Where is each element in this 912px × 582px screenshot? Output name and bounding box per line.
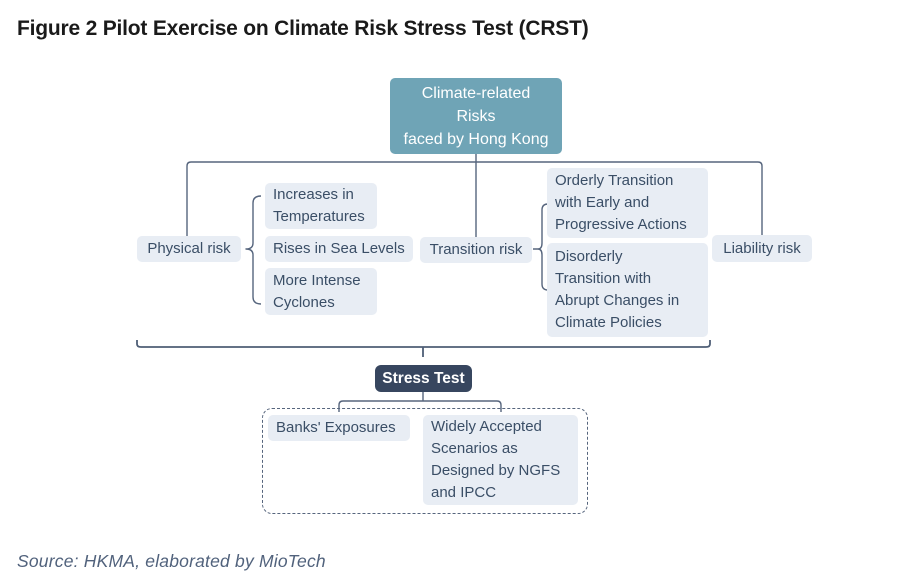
stress-test-scope-box [262,408,588,514]
node-banks-exposures: Banks' Exposures [268,415,410,441]
node-increases-temperatures: Increases in Temperatures [265,183,377,229]
connector-physical-brace [245,195,262,305]
node-stress-test: Stress Test [375,365,472,392]
node-more-intense-cyclones: More Intense Cyclones [265,268,377,315]
connector-bottom-bracket [136,340,711,357]
node-transition-risk: Transition risk [420,237,532,263]
node-physical-risk: Physical risk [137,236,241,262]
node-disorderly-transition: Disorderly Transition with Abrupt Change… [547,243,708,337]
figure-title: Figure 2 Pilot Exercise on Climate Risk … [17,17,589,40]
node-climate-risks: Climate-related Risks faced by Hong Kong [390,78,562,154]
node-liability-risk: Liability risk [712,235,812,262]
source-note: Source: HKMA, elaborated by MioTech [17,551,326,571]
connector-transition-brace [533,203,549,291]
node-orderly-transition: Orderly Transition with Early and Progre… [547,168,708,238]
node-rises-sea-levels: Rises in Sea Levels [265,236,413,262]
node-widely-accepted-scenarios: Widely Accepted Scenarios as Designed by… [423,415,578,505]
